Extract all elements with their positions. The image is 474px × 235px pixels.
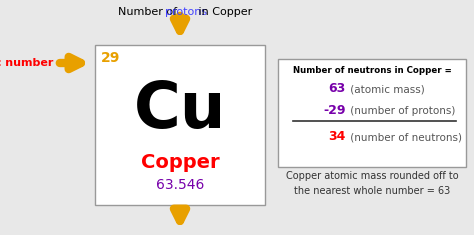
Text: Atomic number: Atomic number: [0, 58, 53, 68]
Bar: [95, 45, 265, 205]
Text: (number of protons): (number of protons): [347, 106, 456, 116]
Text: Number of: Number of: [118, 7, 181, 17]
Text: (atomic mass): (atomic mass): [347, 84, 425, 94]
Text: Number of neutrons in Copper =: Number of neutrons in Copper =: [292, 66, 451, 75]
Text: in Copper: in Copper: [195, 7, 252, 17]
Bar: [278, 59, 466, 167]
Text: 34: 34: [328, 130, 346, 144]
Text: -29: -29: [323, 105, 346, 118]
Text: 63.546: 63.546: [156, 178, 204, 192]
Text: 29: 29: [101, 51, 120, 65]
Text: Copper: Copper: [141, 153, 219, 172]
Text: Copper atomic mass rounded off to
the nearest whole number = 63: Copper atomic mass rounded off to the ne…: [286, 171, 458, 196]
Text: protons: protons: [165, 7, 207, 17]
Text: 63: 63: [329, 82, 346, 95]
Text: Cu: Cu: [134, 79, 226, 141]
Text: (number of neutrons): (number of neutrons): [347, 132, 462, 142]
